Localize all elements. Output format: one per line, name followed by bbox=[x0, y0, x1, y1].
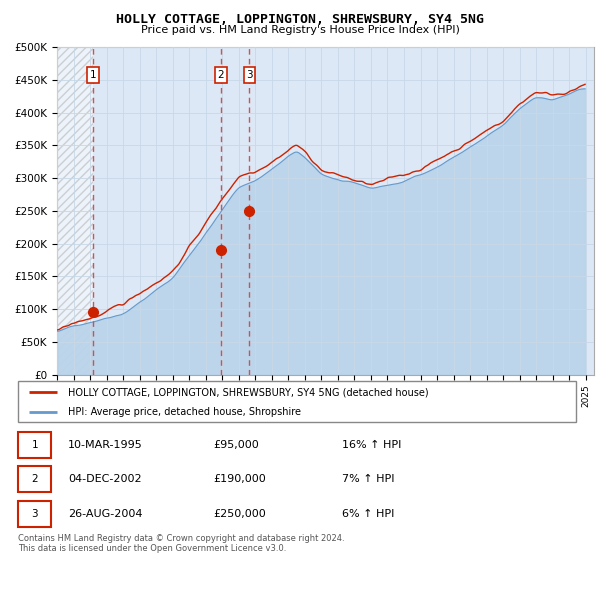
Text: HOLLY COTTAGE, LOPPINGTON, SHREWSBURY, SY4 5NG: HOLLY COTTAGE, LOPPINGTON, SHREWSBURY, S… bbox=[116, 13, 484, 26]
Text: 16% ↑ HPI: 16% ↑ HPI bbox=[341, 440, 401, 450]
Text: 26-AUG-2004: 26-AUG-2004 bbox=[68, 509, 143, 519]
Text: 2: 2 bbox=[218, 70, 224, 80]
Text: Price paid vs. HM Land Registry's House Price Index (HPI): Price paid vs. HM Land Registry's House … bbox=[140, 25, 460, 35]
Text: £190,000: £190,000 bbox=[214, 474, 266, 484]
Text: 04-DEC-2002: 04-DEC-2002 bbox=[68, 474, 142, 484]
Text: 3: 3 bbox=[31, 509, 38, 519]
Text: £250,000: £250,000 bbox=[214, 509, 266, 519]
Text: 1: 1 bbox=[31, 440, 38, 450]
Text: 1: 1 bbox=[90, 70, 97, 80]
Text: HPI: Average price, detached house, Shropshire: HPI: Average price, detached house, Shro… bbox=[68, 407, 301, 417]
Text: Contains HM Land Registry data © Crown copyright and database right 2024.
This d: Contains HM Land Registry data © Crown c… bbox=[18, 534, 344, 553]
Text: 2: 2 bbox=[31, 474, 38, 484]
Text: 6% ↑ HPI: 6% ↑ HPI bbox=[341, 509, 394, 519]
Text: HOLLY COTTAGE, LOPPINGTON, SHREWSBURY, SY4 5NG (detached house): HOLLY COTTAGE, LOPPINGTON, SHREWSBURY, S… bbox=[68, 387, 429, 397]
FancyBboxPatch shape bbox=[18, 501, 52, 527]
Text: £95,000: £95,000 bbox=[214, 440, 259, 450]
FancyBboxPatch shape bbox=[18, 467, 52, 492]
Text: 10-MAR-1995: 10-MAR-1995 bbox=[68, 440, 143, 450]
FancyBboxPatch shape bbox=[18, 432, 52, 458]
Text: 7% ↑ HPI: 7% ↑ HPI bbox=[341, 474, 394, 484]
Polygon shape bbox=[57, 47, 93, 375]
FancyBboxPatch shape bbox=[18, 381, 576, 422]
Text: 3: 3 bbox=[246, 70, 253, 80]
